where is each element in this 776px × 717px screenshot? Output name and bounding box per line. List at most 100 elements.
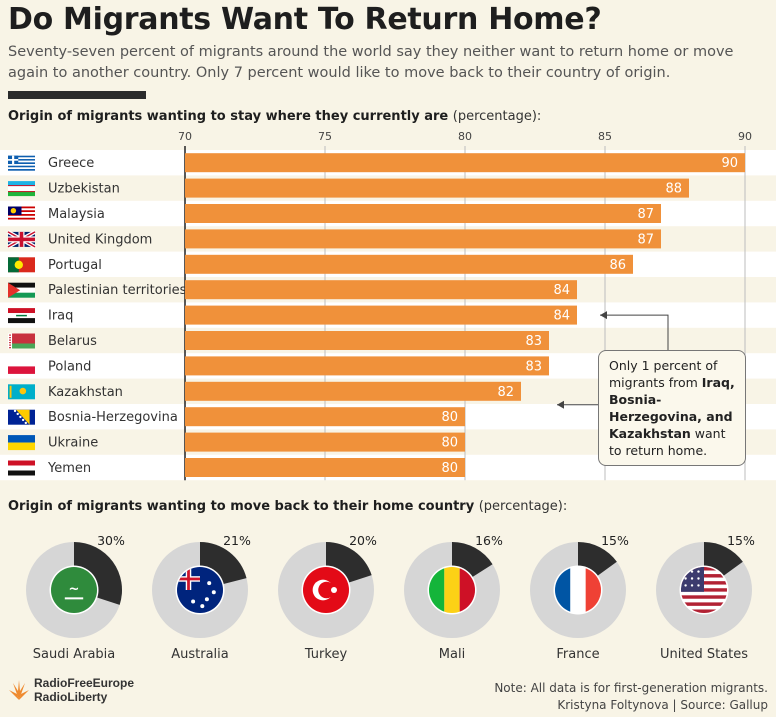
- donut-value-label: 30%: [97, 533, 125, 548]
- bar-value-label: 87: [637, 232, 654, 247]
- callout-arrowhead-bosnia: [557, 400, 564, 409]
- donut-category-label: France: [556, 647, 599, 662]
- category-label: Kazakhstan: [48, 385, 123, 400]
- x-tick-label: 90: [738, 130, 752, 143]
- bar-value-label: 84: [553, 283, 570, 298]
- footnote: Note: All data is for first-generation m…: [494, 681, 768, 695]
- bar-value-label: 83: [525, 359, 542, 374]
- title-rule: [8, 91, 146, 99]
- x-tick-label: 80: [458, 130, 472, 143]
- mali-flag-icon: [429, 567, 475, 613]
- bar: [185, 178, 689, 198]
- donut-category-label: United States: [660, 647, 748, 662]
- donut-chart: ~30% Saudi Arabia 21% Australia 20% Turkey 16%…: [26, 533, 755, 662]
- donut-chart-title: Origin of migrants wanting to move back …: [8, 499, 567, 514]
- callout-arrowhead-iraq: [600, 311, 607, 320]
- callout-box: Only 1 percent of migrants from Iraq, Bo…: [598, 350, 746, 466]
- bar: [185, 432, 465, 452]
- malaysia-flag-icon: [8, 206, 35, 222]
- category-label: Greece: [48, 156, 94, 171]
- turkey-flag-icon: [303, 567, 349, 613]
- bar-value-label: 86: [609, 258, 626, 273]
- bar: [185, 305, 577, 325]
- category-label: Uzbekistan: [48, 182, 120, 197]
- portugal-flag-icon: [8, 257, 35, 273]
- svg-text:~: ~: [69, 582, 80, 597]
- category-label: Iraq: [48, 309, 73, 324]
- x-tick-label: 85: [598, 130, 612, 143]
- saudi-arabia-flag-icon: ~: [51, 567, 97, 613]
- palestine-flag-icon: [8, 282, 35, 298]
- bar-value-label: 87: [637, 207, 654, 222]
- greece-flag-icon: [8, 155, 35, 171]
- bar: [185, 153, 745, 173]
- australia-flag-icon: [177, 567, 223, 613]
- bar: [185, 407, 465, 427]
- credit-source: Kristyna Foltynova | Source: Gallup: [557, 698, 768, 712]
- donut-chart-unit: (percentage):: [478, 499, 568, 514]
- callout-bold-countries: Iraq, Bosnia-Herzegovina, and Kazakhstan: [609, 375, 735, 441]
- yemen-flag-icon: [8, 460, 35, 476]
- category-label: United Kingdom: [48, 232, 152, 247]
- x-tick-label: 75: [318, 130, 332, 143]
- bar-value-label: 84: [553, 309, 570, 324]
- rfe-flame-icon: [9, 680, 29, 700]
- donut-value-label: 15%: [601, 533, 629, 548]
- page-title: Do Migrants Want To Return Home?: [8, 2, 602, 37]
- bosnia-flag-icon: [8, 409, 35, 425]
- category-label: Ukraine: [48, 436, 98, 451]
- bar-value-label: 90: [721, 156, 738, 171]
- page-subtitle: Seventy-seven percent of migrants around…: [8, 44, 734, 81]
- bar: [185, 331, 549, 350]
- bar-value-label: 88: [665, 182, 682, 197]
- bar-value-label: 80: [441, 461, 458, 476]
- belarus-flag-icon: [8, 333, 35, 349]
- bar-value-label: 83: [525, 334, 542, 349]
- category-label: Belarus: [48, 334, 97, 349]
- bar: [185, 280, 577, 300]
- bar: [185, 381, 521, 401]
- bar-chart: 70 75 80 85 90 Greece 90 Uzbekistan 88 Malaysia 87…: [0, 130, 776, 481]
- category-label: Portugal: [48, 258, 102, 273]
- uzbekistan-flag-icon: [8, 181, 35, 197]
- donut-value-label: 21%: [223, 533, 251, 548]
- callout-arrow-iraq: [600, 314, 669, 350]
- category-label: Bosnia-Herzegovina: [48, 410, 178, 425]
- donut-chart-title-text: Origin of migrants wanting to move back …: [8, 499, 475, 514]
- donut-category-label: Saudi Arabia: [33, 647, 116, 662]
- bar-chart-unit: (percentage):: [452, 109, 542, 124]
- brand-logo[interactable]: RadioFreeEurope RadioLiberty: [8, 676, 134, 704]
- kazakhstan-flag-icon: [8, 384, 35, 400]
- callout-text-2: want to return home.: [609, 426, 726, 458]
- bar: [185, 204, 661, 223]
- poland-flag-icon: [8, 358, 35, 374]
- donut-value-label: 16%: [475, 533, 503, 548]
- footer-note: Note: All data is for first-generation m…: [494, 680, 768, 714]
- france-flag-icon: [555, 567, 601, 613]
- donut-value-label: 15%: [727, 533, 755, 548]
- bar-chart-title-text: Origin of migrants wanting to stay where…: [8, 109, 449, 124]
- donut-value-label: 20%: [349, 533, 377, 548]
- donut-category-label: Turkey: [304, 647, 348, 662]
- category-label: Yemen: [47, 461, 91, 476]
- bar-value-label: 80: [441, 436, 458, 451]
- united-states-flag-icon: [681, 567, 727, 613]
- donut-category-label: Mali: [439, 647, 465, 662]
- bar: [185, 356, 549, 376]
- bar: [185, 229, 661, 249]
- category-label: Poland: [48, 359, 91, 374]
- x-tick-label: 70: [178, 130, 192, 143]
- bar-value-label: 80: [441, 410, 458, 425]
- category-label: Malaysia: [48, 207, 105, 222]
- callout-text-1: Only 1 percent of migrants from: [609, 358, 718, 390]
- brand-line-2: RadioLiberty: [34, 690, 108, 704]
- bar-value-label: 82: [497, 385, 514, 400]
- category-label: Palestinian territories: [48, 283, 187, 298]
- bar: [185, 254, 633, 274]
- iraq-flag-icon: [8, 308, 35, 324]
- donut-category-label: Australia: [171, 647, 229, 662]
- brand-line-1: RadioFreeEurope: [34, 676, 135, 690]
- ukraine-flag-icon: [8, 435, 35, 451]
- bar: [185, 458, 465, 477]
- united-kingdom-flag-icon: [7, 230, 36, 249]
